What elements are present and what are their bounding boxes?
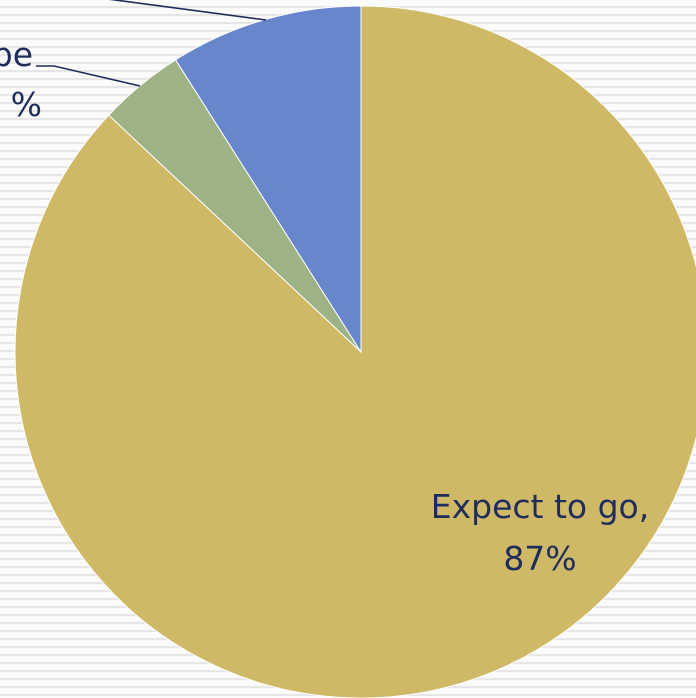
slice-label-small-fragment: pe <box>0 35 33 74</box>
slice-labels: Expect to go, 87% pe % <box>0 35 649 578</box>
slice-label-expect-to-go-name: Expect to go <box>431 487 639 526</box>
leader-lines <box>36 0 267 87</box>
slice-label-expect-to-go: Expect to go, <box>431 487 649 526</box>
pie-slices <box>14 5 696 698</box>
slice-label-separator: , <box>639 487 650 526</box>
pie-slice-expect-to-go <box>14 5 696 698</box>
slice-value-small-fragment: % <box>11 85 42 124</box>
leader-line-small-slice <box>36 65 141 87</box>
slice-value-expect-to-go: 87% <box>503 539 576 578</box>
leader-line-top-slice <box>109 0 267 21</box>
